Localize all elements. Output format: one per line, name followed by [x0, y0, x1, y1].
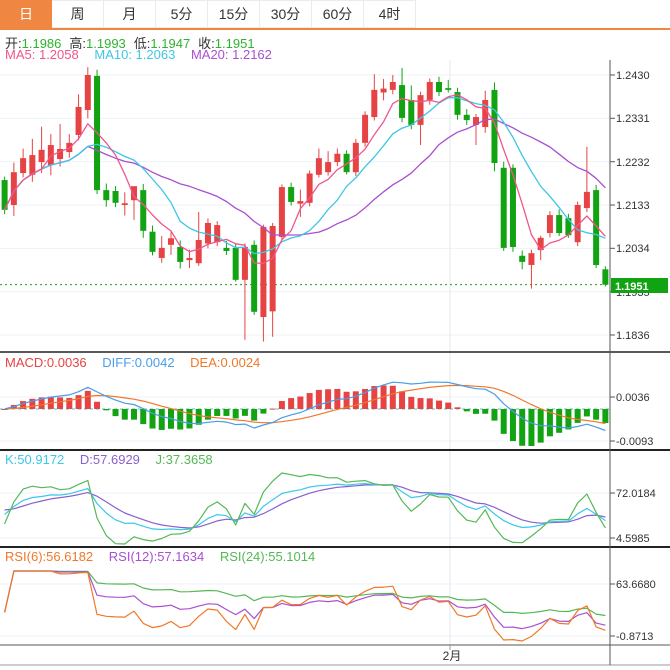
k-value: K:50.9172: [5, 452, 65, 467]
price-axis-label: 1.2430: [616, 70, 650, 82]
tab-week[interactable]: 周: [52, 0, 104, 28]
price-axis-label: 1.2232: [616, 157, 650, 169]
close-label: 收:: [198, 36, 215, 51]
dea-value: DEA:0.0024: [190, 355, 261, 370]
low-label: 低:: [133, 36, 151, 51]
high-label: 高:: [69, 36, 87, 51]
ma10-readout: MA10: 1.2063: [94, 47, 176, 62]
diff-value: DIFF:0.0042: [102, 355, 175, 370]
macd-value: MACD:0.0036: [5, 355, 87, 370]
rsi6-value: RSI(6):56.6182: [5, 549, 94, 564]
high-value: 1.1993: [86, 36, 126, 51]
ma20-readout: MA20: 1.2162: [190, 47, 272, 62]
rsi-axis-label: 63.6680: [616, 579, 656, 591]
close-value: 1.1951: [214, 36, 255, 51]
tab-60min[interactable]: 60分: [312, 0, 364, 28]
tab-day[interactable]: 日: [0, 0, 52, 28]
current-price-tag: [611, 278, 668, 293]
open-value: 1.1986: [21, 36, 62, 51]
kdj-axis-label: 4.5985: [616, 533, 650, 545]
rsi12-value: RSI(12):57.1634: [108, 549, 205, 564]
open-label: 开:: [5, 36, 22, 51]
current-price-tag-text: 1.1951: [615, 281, 649, 293]
ohlc-readout: 开:1.1986 高:1.1993 低:1.1947 收:1.1951: [5, 33, 263, 52]
tab-30min[interactable]: 30分: [260, 0, 312, 28]
period-tabbar: 日 周 月 5分 15分 30分 60分 4时: [0, 0, 670, 30]
tab-5min[interactable]: 5分: [156, 0, 208, 28]
ma-readout: MA5: 1.2058 MA10: 1.2063 MA20: 1.2162: [5, 47, 284, 62]
rsi-readout: RSI(6):56.6182 RSI(12):57.1634 RSI(24):5…: [5, 549, 327, 564]
price-axis-label: 1.2133: [616, 200, 650, 212]
d-value: D:57.6929: [79, 452, 140, 467]
macd-axis-label: -0.0093: [616, 436, 653, 448]
x-axis-month-label: 2月: [443, 649, 462, 663]
kdj-readout: K:50.9172 D:57.6929 J:37.3658: [5, 452, 225, 467]
low-value: 1.1947: [150, 36, 191, 51]
price-axis-label: 1.2034: [616, 243, 650, 255]
kdj-axis-label: 72.0184: [616, 488, 656, 500]
tab-15min[interactable]: 15分: [208, 0, 260, 28]
macd-readout: MACD:0.0036 DIFF:0.0042 DEA:0.0024: [5, 355, 272, 370]
macd-axis-label: 0.0036: [616, 392, 650, 404]
price-axis-label: 1.2331: [616, 113, 650, 125]
j-value: J:37.3658: [155, 452, 213, 467]
rsi-axis-label: -0.8713: [616, 631, 653, 643]
tab-month[interactable]: 月: [104, 0, 156, 28]
tab-4hour[interactable]: 4时: [364, 0, 416, 28]
price-axis-label: 1.1836: [616, 330, 650, 342]
ma5-readout: MA5: 1.2058: [5, 47, 79, 62]
rsi24-value: RSI(24):55.1014: [219, 549, 316, 564]
